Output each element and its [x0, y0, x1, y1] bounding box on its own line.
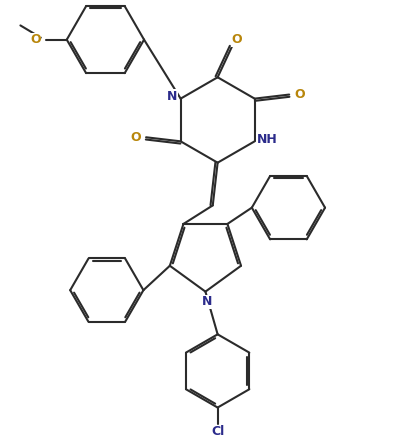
- Text: N: N: [202, 295, 213, 308]
- Text: Cl: Cl: [211, 426, 224, 437]
- Text: O: O: [231, 33, 242, 46]
- Text: NH: NH: [256, 133, 277, 146]
- Text: O: O: [294, 88, 305, 101]
- Text: O: O: [30, 33, 41, 46]
- Text: O: O: [131, 131, 141, 144]
- Text: N: N: [166, 90, 177, 103]
